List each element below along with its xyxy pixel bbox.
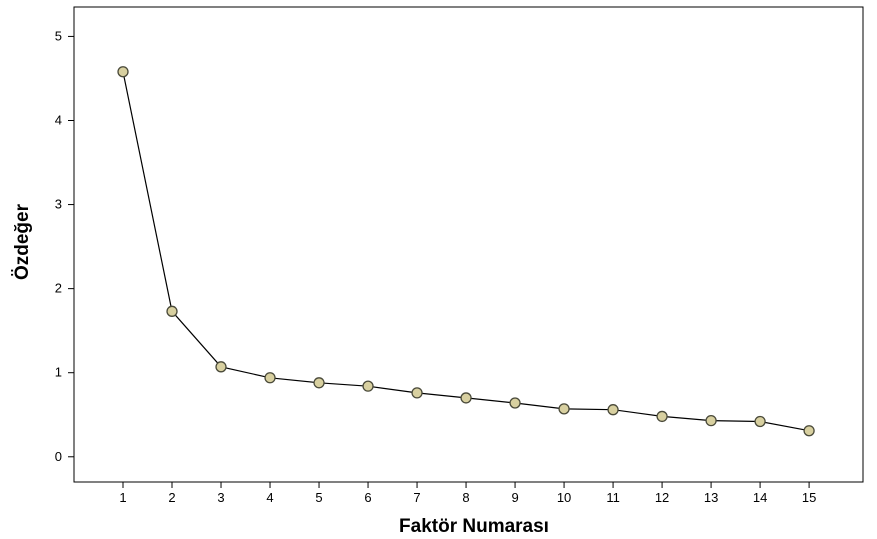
x-tick-label: 2 <box>168 490 175 505</box>
data-point <box>117 66 129 78</box>
x-tick-label: 6 <box>364 490 371 505</box>
data-point <box>558 403 570 415</box>
data-point <box>509 397 521 409</box>
x-tick-label: 15 <box>802 490 816 505</box>
y-tick-label: 4 <box>55 112 62 127</box>
y-tick-label: 3 <box>55 197 62 212</box>
x-tick-label: 5 <box>315 490 322 505</box>
x-tick-label: 13 <box>704 490 718 505</box>
data-point <box>264 372 276 384</box>
y-tick-label: 5 <box>55 28 62 43</box>
data-point <box>362 380 374 392</box>
data-point <box>656 410 668 423</box>
data-point <box>754 415 766 428</box>
data-point <box>705 414 717 427</box>
x-axis-title: Faktör Numarası <box>399 516 549 537</box>
x-tick-label: 8 <box>462 490 469 505</box>
data-point <box>313 377 325 389</box>
x-tick-label: 10 <box>557 490 571 505</box>
x-tick-label: 12 <box>655 490 669 505</box>
y-tick-label: 0 <box>55 449 62 464</box>
y-tick-label: 1 <box>55 365 62 380</box>
data-point <box>803 425 815 437</box>
data-point <box>166 305 178 317</box>
x-tick-label: 4 <box>266 490 273 505</box>
plot-frame <box>73 6 864 483</box>
data-point <box>411 387 423 399</box>
data-point <box>607 404 619 416</box>
y-tick-label: 2 <box>55 281 62 296</box>
x-tick-label: 14 <box>753 490 767 505</box>
data-point <box>460 392 472 404</box>
x-tick-label: 1 <box>119 490 126 505</box>
data-point <box>215 361 227 373</box>
x-tick-label: 3 <box>217 490 224 505</box>
series-line <box>122 71 810 432</box>
y-axis-title: Özdeğer <box>12 203 33 280</box>
x-tick-label: 7 <box>413 490 420 505</box>
x-tick-label: 11 <box>606 490 620 505</box>
x-tick-label: 9 <box>511 490 518 505</box>
